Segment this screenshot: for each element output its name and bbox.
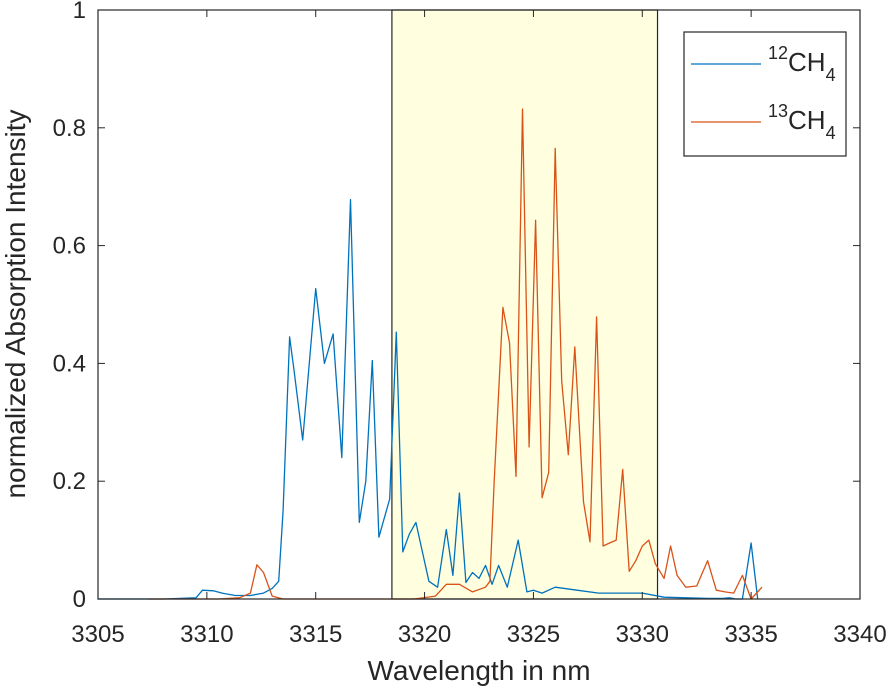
x-axis-ticks: 3305 3310 3315 3320 3325 3330 3335 3340 — [71, 10, 887, 648]
y-tick-label: 0.8 — [53, 115, 86, 142]
x-axis-title: Wavelength in nm — [367, 655, 590, 686]
y-axis-title: normalized Absorption Intensity — [0, 109, 31, 498]
legend: 12CH4 13CH4 — [683, 31, 847, 157]
x-tick-label: 3335 — [724, 621, 777, 648]
y-tick-label: 0 — [73, 586, 86, 613]
legend-label-13ch4: 13CH4 — [768, 101, 836, 143]
x-tick-label: 3325 — [507, 621, 560, 648]
y-axis-ticks: 0 0.2 0.4 0.6 0.8 1 — [53, 0, 860, 613]
x-tick-label: 3320 — [398, 621, 451, 648]
legend-box — [683, 31, 847, 157]
y-tick-label: 1 — [73, 0, 86, 24]
legend-label-12ch4: 12CH4 — [768, 43, 836, 85]
axes-frame — [97, 9, 861, 600]
y-tick-label: 0.2 — [53, 468, 86, 495]
highlight-rect — [391, 9, 659, 600]
x-tick-label: 3330 — [616, 621, 669, 648]
highlight-region — [391, 9, 659, 600]
x-tick-label: 3305 — [71, 621, 124, 648]
series-line-12ch4 — [98, 199, 759, 600]
x-tick-label: 3315 — [289, 621, 342, 648]
y-tick-label: 0.6 — [53, 233, 86, 260]
x-tick-label: 3310 — [180, 621, 233, 648]
x-tick-label: 3340 — [833, 621, 886, 648]
y-tick-label: 0.4 — [53, 350, 86, 377]
